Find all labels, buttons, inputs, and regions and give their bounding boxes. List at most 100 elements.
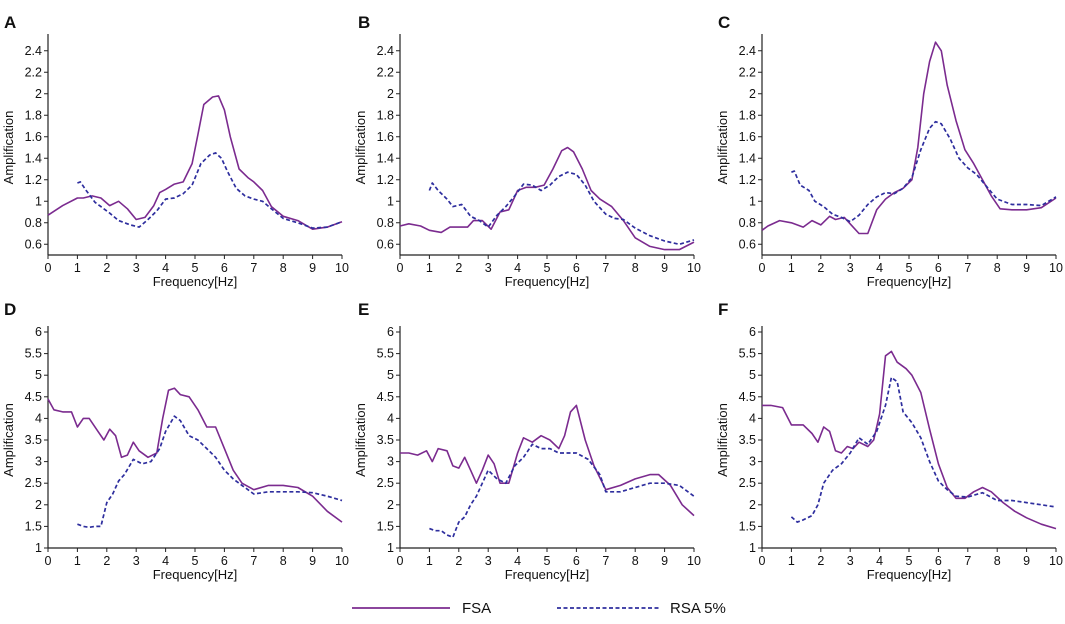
x-tick-label: 10 bbox=[335, 554, 349, 568]
y-tick-label: 2.5 bbox=[739, 476, 756, 490]
y-tick-label: 2.4 bbox=[25, 44, 42, 58]
y-tick-label: 4.5 bbox=[377, 390, 394, 404]
y-tick-label: 3.5 bbox=[377, 433, 394, 447]
y-tick-label: 1.2 bbox=[377, 173, 394, 187]
y-tick-label: 0.6 bbox=[377, 237, 394, 251]
x-tick-label: 3 bbox=[847, 261, 854, 275]
x-tick-label: 7 bbox=[250, 554, 257, 568]
x-tick-label: 8 bbox=[632, 261, 639, 275]
x-tick-label: 9 bbox=[661, 554, 668, 568]
x-tick-label: 10 bbox=[335, 261, 349, 275]
x-tick-label: 10 bbox=[687, 554, 701, 568]
x-tick-label: 6 bbox=[221, 261, 228, 275]
x-tick-label: 5 bbox=[906, 554, 913, 568]
y-tick-label: 3 bbox=[35, 455, 42, 469]
y-tick-label: 5 bbox=[35, 368, 42, 382]
y-axis-title: Amplification bbox=[1, 403, 16, 477]
series-line-rsa bbox=[791, 120, 1057, 223]
y-tick-label: 3 bbox=[749, 455, 756, 469]
y-tick-label: 1.5 bbox=[25, 519, 42, 533]
y-tick-label: 1.4 bbox=[377, 151, 394, 165]
y-tick-label: 2 bbox=[35, 87, 42, 101]
y-tick-label: 2.5 bbox=[377, 476, 394, 490]
y-tick-label: 1 bbox=[387, 541, 394, 555]
panel-letter: B bbox=[358, 13, 370, 32]
y-tick-label: 6 bbox=[749, 325, 756, 339]
x-tick-label: 7 bbox=[964, 261, 971, 275]
y-tick-label: 5.5 bbox=[377, 347, 394, 361]
x-tick-label: 3 bbox=[485, 554, 492, 568]
x-tick-label: 0 bbox=[759, 261, 766, 275]
y-tick-label: 1.8 bbox=[739, 108, 756, 122]
x-tick-label: 9 bbox=[309, 554, 316, 568]
x-tick-label: 4 bbox=[162, 554, 169, 568]
x-tick-label: 2 bbox=[103, 261, 110, 275]
x-tick-label: 7 bbox=[602, 261, 609, 275]
y-tick-label: 2 bbox=[387, 87, 394, 101]
x-tick-label: 4 bbox=[514, 554, 521, 568]
y-tick-label: 2 bbox=[749, 87, 756, 101]
y-axis-title: Amplification bbox=[353, 403, 368, 477]
chart-panel-a: A 0 1 2 3 4 5 6 7 8 9 10 0.6 0.8 1 1.2 1.4 1.6 1.8 2 2.2 2.4 F… bbox=[1, 13, 349, 289]
x-tick-label: 2 bbox=[103, 554, 110, 568]
x-tick-label: 7 bbox=[964, 554, 971, 568]
x-tick-label: 6 bbox=[221, 554, 228, 568]
x-tick-label: 8 bbox=[994, 554, 1001, 568]
x-tick-label: 5 bbox=[544, 261, 551, 275]
y-axis-title: Amplification bbox=[715, 111, 730, 185]
x-tick-label: 6 bbox=[573, 554, 580, 568]
x-tick-label: 2 bbox=[817, 554, 824, 568]
series-line-fsa bbox=[762, 350, 1057, 530]
series-line-rsa bbox=[77, 152, 343, 229]
x-tick-label: 2 bbox=[455, 554, 462, 568]
y-tick-label: 1 bbox=[749, 541, 756, 555]
y-tick-label: 5 bbox=[749, 368, 756, 382]
x-tick-label: 7 bbox=[250, 261, 257, 275]
x-tick-label: 2 bbox=[455, 261, 462, 275]
y-tick-label: 5 bbox=[387, 368, 394, 382]
y-tick-label: 5.5 bbox=[739, 347, 756, 361]
x-tick-label: 4 bbox=[514, 261, 521, 275]
y-tick-label: 1.6 bbox=[739, 130, 756, 144]
x-tick-label: 4 bbox=[876, 554, 883, 568]
y-tick-label: 2.4 bbox=[377, 44, 394, 58]
x-tick-label: 7 bbox=[602, 554, 609, 568]
y-tick-label: 0.8 bbox=[25, 216, 42, 230]
y-tick-label: 6 bbox=[387, 325, 394, 339]
legend: FSA RSA 5% bbox=[352, 600, 726, 617]
y-tick-label: 2 bbox=[387, 498, 394, 512]
y-tick-label: 5.5 bbox=[25, 347, 42, 361]
y-tick-label: 1.5 bbox=[377, 519, 394, 533]
y-tick-label: 2.5 bbox=[25, 476, 42, 490]
y-tick-label: 0.6 bbox=[739, 237, 756, 251]
x-tick-label: 8 bbox=[280, 261, 287, 275]
y-tick-label: 6 bbox=[35, 325, 42, 339]
y-tick-label: 0.8 bbox=[739, 216, 756, 230]
y-tick-label: 1 bbox=[749, 194, 756, 208]
x-tick-label: 1 bbox=[788, 554, 795, 568]
y-tick-label: 4 bbox=[749, 411, 756, 425]
x-tick-label: 10 bbox=[1049, 554, 1063, 568]
x-tick-label: 8 bbox=[632, 554, 639, 568]
panel-letter: C bbox=[718, 13, 730, 32]
x-tick-label: 4 bbox=[162, 261, 169, 275]
x-axis-title: Frequency[Hz] bbox=[867, 274, 952, 289]
y-tick-label: 3.5 bbox=[739, 433, 756, 447]
series-line-rsa bbox=[77, 415, 343, 529]
series-line-fsa bbox=[400, 404, 695, 517]
panel-letter: A bbox=[4, 13, 16, 32]
x-tick-label: 5 bbox=[906, 261, 913, 275]
x-axis-title: Frequency[Hz] bbox=[153, 567, 238, 582]
x-tick-label: 0 bbox=[397, 261, 404, 275]
y-tick-label: 4 bbox=[387, 411, 394, 425]
y-tick-label: 1.2 bbox=[25, 173, 42, 187]
x-tick-label: 9 bbox=[1023, 554, 1030, 568]
x-tick-label: 3 bbox=[133, 554, 140, 568]
x-tick-label: 1 bbox=[788, 261, 795, 275]
x-tick-label: 10 bbox=[1049, 261, 1063, 275]
x-tick-label: 5 bbox=[192, 261, 199, 275]
y-tick-label: 1.4 bbox=[25, 151, 42, 165]
x-axis-title: Frequency[Hz] bbox=[867, 567, 952, 582]
x-tick-label: 1 bbox=[74, 261, 81, 275]
y-tick-label: 3 bbox=[387, 455, 394, 469]
